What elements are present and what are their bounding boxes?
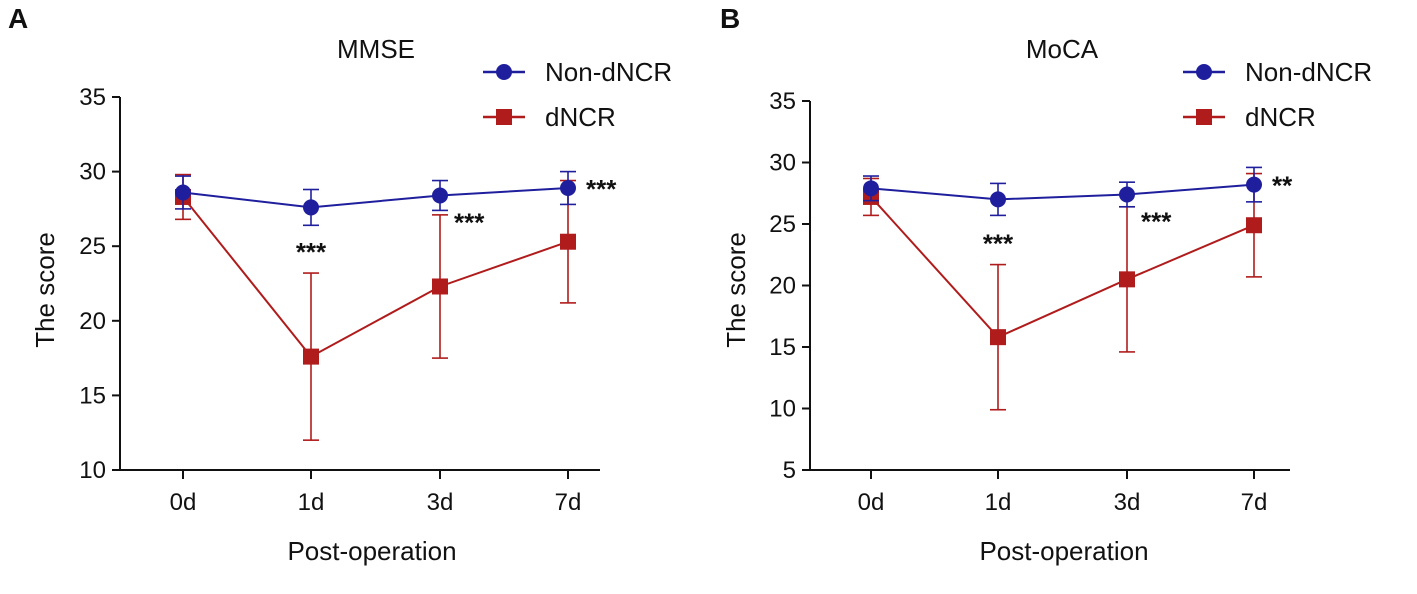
legend-marker-square bbox=[1196, 109, 1212, 125]
axes: 10 15 20 25 30 35 0d 1d 3d 7d bbox=[79, 84, 600, 516]
series-line bbox=[870, 196, 1255, 339]
series-dncr bbox=[175, 173, 576, 441]
significance-label: *** bbox=[983, 229, 1014, 259]
x-tick-label: 7d bbox=[555, 489, 582, 516]
data-point bbox=[990, 191, 1006, 208]
y-tick-label: 30 bbox=[79, 159, 106, 186]
data-point bbox=[1246, 176, 1262, 193]
data-point bbox=[560, 233, 576, 250]
y-tick-label: 10 bbox=[769, 396, 796, 423]
y-tick-label: 25 bbox=[79, 233, 106, 260]
legend-marker-circle bbox=[1196, 64, 1212, 80]
y-tick-label: 35 bbox=[769, 88, 796, 115]
data-point bbox=[303, 199, 319, 216]
x-axis-label: Post-operation bbox=[287, 536, 456, 566]
legend: Non-dNCR dNCR bbox=[1183, 57, 1372, 132]
panel-b: B MoCA Post-operation The score Non-dNCR… bbox=[720, 3, 1372, 566]
x-tick-label: 1d bbox=[985, 489, 1012, 516]
chart-title-mmse: MMSE bbox=[337, 34, 415, 64]
y-axis-label: The score bbox=[30, 232, 60, 348]
x-tick-label: 1d bbox=[298, 489, 325, 516]
legend-item-non-dncr: Non-dNCR bbox=[1183, 57, 1372, 87]
axes: 5 10 15 20 25 30 35 0d 1d 3d 7d bbox=[769, 88, 1290, 516]
legend-label-non-dncr: Non-dNCR bbox=[1245, 57, 1372, 87]
x-tick-label: 3d bbox=[1114, 489, 1141, 516]
panel-letter-a: A bbox=[8, 3, 28, 34]
data-point bbox=[175, 184, 191, 201]
data-point bbox=[1246, 217, 1262, 234]
panel-letter-b: B bbox=[720, 3, 740, 34]
series-dncr bbox=[863, 172, 1262, 411]
y-tick-label: 20 bbox=[79, 308, 106, 335]
data-point bbox=[990, 329, 1006, 346]
legend-item-non-dncr: Non-dNCR bbox=[483, 57, 672, 87]
significance-label: *** bbox=[454, 207, 485, 237]
y-tick-label: 5 bbox=[783, 457, 796, 484]
significance-label: *** bbox=[1141, 206, 1172, 236]
y-tick-label: 15 bbox=[769, 334, 796, 361]
series-line bbox=[870, 183, 1255, 201]
significance-label: *** bbox=[586, 174, 617, 204]
panel-a: A MMSE Post-operation The score Non-dNCR… bbox=[8, 3, 672, 566]
legend-label-dncr: dNCR bbox=[545, 102, 616, 132]
legend-label-non-dncr: Non-dNCR bbox=[545, 57, 672, 87]
y-tick-label: 15 bbox=[79, 382, 106, 409]
data-point bbox=[560, 180, 576, 197]
x-axis-label: Post-operation bbox=[979, 536, 1148, 566]
y-tick-label: 10 bbox=[79, 457, 106, 484]
legend-item-dncr: dNCR bbox=[483, 102, 616, 132]
significance-label: *** bbox=[296, 237, 327, 267]
series-non-dncr bbox=[863, 166, 1262, 217]
data-point bbox=[1119, 271, 1135, 288]
series-line bbox=[182, 187, 569, 209]
chart-title-moca: MoCA bbox=[1026, 34, 1099, 64]
x-tick-label: 7d bbox=[1241, 489, 1268, 516]
x-tick-label: 0d bbox=[858, 489, 885, 516]
significance-label: ** bbox=[1272, 171, 1293, 201]
legend-label-dncr: dNCR bbox=[1245, 102, 1316, 132]
data-point bbox=[863, 180, 879, 197]
legend-marker-square bbox=[496, 109, 512, 125]
legend-item-dncr: dNCR bbox=[1183, 102, 1316, 132]
series-non-dncr bbox=[175, 170, 576, 227]
legend: Non-dNCR dNCR bbox=[483, 57, 672, 132]
data-point bbox=[303, 348, 319, 365]
y-tick-label: 30 bbox=[769, 150, 796, 177]
series-line bbox=[182, 196, 569, 358]
y-tick-label: 20 bbox=[769, 273, 796, 300]
data-point bbox=[1119, 186, 1135, 203]
data-point bbox=[432, 278, 448, 295]
y-tick-label: 35 bbox=[79, 84, 106, 111]
x-tick-label: 3d bbox=[427, 489, 454, 516]
legend-marker-circle bbox=[496, 64, 512, 80]
data-point bbox=[432, 187, 448, 204]
y-tick-label: 25 bbox=[769, 211, 796, 238]
x-tick-label: 0d bbox=[170, 489, 197, 516]
y-axis-label: The score bbox=[721, 232, 751, 348]
